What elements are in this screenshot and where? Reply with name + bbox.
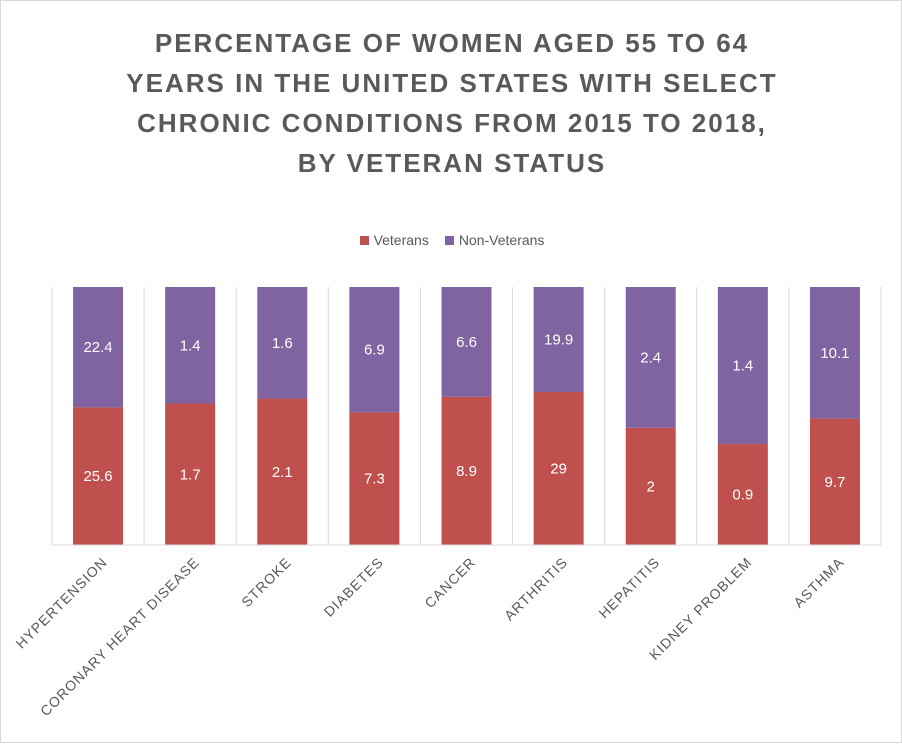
legend-label-veterans: Veterans	[373, 232, 429, 248]
bar-non-veterans	[257, 287, 308, 399]
data-label-non-veterans: 6.9	[364, 342, 385, 359]
category-label: ASTHMA	[790, 554, 847, 611]
category-label: CORONARY HEART DISEASE	[37, 554, 202, 719]
bar-veterans	[533, 391, 584, 545]
bar-veterans	[717, 444, 768, 545]
chart-title-line: BY VETERAN STATUS	[297, 148, 607, 178]
chart-title: PERCENTAGE OF WOMEN AGED 55 TO 64 YEARS …	[61, 23, 843, 183]
legend-swatch-non-veterans	[444, 235, 454, 245]
bar-non-veterans	[717, 287, 768, 445]
bar-non-veterans	[165, 287, 216, 404]
data-label-veterans: 0.9	[732, 487, 753, 504]
category-label: HEPATITIS	[595, 554, 662, 621]
chart-title-line: YEARS IN THE UNITED STATES WITH SELECT	[126, 68, 778, 98]
category-label: STROKE	[238, 554, 294, 610]
data-label-veterans: 25.6	[83, 468, 112, 485]
bar-veterans	[809, 418, 860, 545]
data-label-non-veterans: 10.1	[820, 345, 849, 362]
bar-veterans	[625, 427, 676, 545]
bar-non-veterans	[73, 287, 124, 408]
data-label-veterans: 9.7	[825, 474, 846, 491]
data-label-veterans: 2	[647, 478, 655, 495]
data-label-non-veterans: 19.9	[544, 331, 573, 348]
bar-veterans	[73, 407, 124, 545]
data-label-non-veterans: 1.4	[732, 358, 753, 375]
legend-item-non-veterans: Non-Veterans	[444, 232, 545, 248]
chart-title-line: PERCENTAGE OF WOMEN AGED 55 TO 64	[154, 28, 750, 58]
data-label-veterans: 1.7	[180, 466, 201, 483]
bar-veterans	[441, 396, 492, 545]
category-label: ARTHRITIS	[501, 554, 571, 624]
category-label: KIDNEY PROBLEM	[646, 554, 755, 663]
chart-legend: Veterans Non-Veterans	[1, 232, 902, 248]
data-label-veterans: 29	[550, 460, 567, 477]
legend-label-non-veterans: Non-Veterans	[458, 232, 545, 248]
data-label-non-veterans: 1.4	[180, 337, 201, 354]
bar-veterans	[257, 398, 308, 545]
bar-non-veterans	[349, 287, 400, 413]
bar-veterans	[349, 412, 400, 545]
legend-item-veterans: Veterans	[359, 232, 429, 248]
data-label-non-veterans: 6.6	[456, 334, 477, 351]
legend-swatch-veterans	[359, 235, 369, 245]
bar-non-veterans	[533, 287, 584, 392]
bar-non-veterans	[441, 287, 492, 397]
data-label-veterans: 2.1	[272, 464, 293, 481]
bar-non-veterans	[625, 287, 676, 428]
bar-non-veterans	[809, 287, 860, 419]
data-label-non-veterans: 2.4	[640, 349, 661, 366]
data-label-non-veterans: 22.4	[83, 339, 112, 356]
category-label: DIABETES	[321, 554, 387, 620]
bar-veterans	[165, 403, 216, 545]
data-label-veterans: 7.3	[364, 471, 385, 488]
category-label: HYPERTENSION	[12, 554, 110, 652]
category-label: CANCER	[421, 554, 478, 611]
chart-title-line: CHRONIC CONDITIONS FROM 2015 TO 2018,	[137, 108, 767, 138]
data-label-non-veterans: 1.6	[272, 335, 293, 352]
data-label-veterans: 8.9	[456, 463, 477, 480]
